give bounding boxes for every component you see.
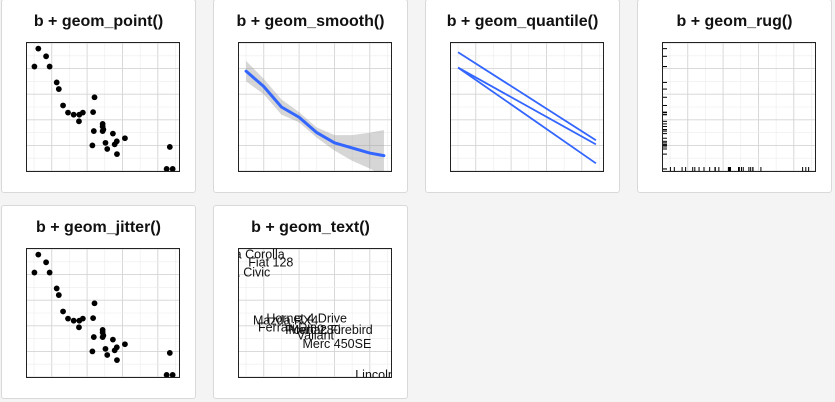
data-point: [104, 352, 111, 358]
data-point: [55, 86, 62, 92]
data-point: [104, 146, 111, 152]
gridlines: [27, 43, 179, 171]
panel-geom-quantile: b + geom_quantile(): [425, 0, 620, 193]
plot-area-smooth: [238, 42, 392, 172]
gridlines: [239, 43, 391, 171]
data-point: [35, 45, 42, 52]
plot-area-quantile: [450, 42, 604, 172]
plot-area-jitter: [26, 248, 180, 378]
plot-svg-rug: [663, 43, 815, 171]
data-point: [43, 53, 49, 60]
data-point: [60, 102, 66, 109]
data-point: [70, 111, 77, 118]
data-point: [35, 251, 42, 258]
text-label: Ferrari Dino: [258, 320, 324, 334]
chart-title-point: b + geom_point(): [33, 13, 164, 30]
data-point: [53, 79, 60, 86]
data-point: [113, 138, 120, 145]
data-point: [109, 336, 116, 343]
text-label: Fiat 128: [248, 255, 293, 269]
data-point: [102, 139, 109, 146]
smooth-line: [244, 69, 386, 158]
data-point: [102, 345, 109, 352]
data-point: [43, 259, 49, 266]
gridlines: [663, 43, 815, 171]
quantile-line-3: [457, 66, 597, 165]
data-point: [166, 350, 173, 356]
plot-area-rug: [662, 42, 816, 172]
panel-geom-point: b + geom_point(): [1, 0, 196, 193]
data-point: [90, 109, 97, 116]
plot-svg-smooth: [239, 43, 391, 171]
data-point: [163, 372, 170, 377]
panel-geom-rug: b + geom_rug(): [637, 0, 832, 193]
data-point: [99, 326, 106, 333]
data-point: [79, 315, 86, 322]
text-label: la Civic: [239, 266, 270, 280]
text-label: Hornet 4 Drive: [266, 312, 347, 326]
data-point: [31, 63, 38, 70]
data-point: [89, 142, 96, 149]
quantile-line-1: [457, 51, 597, 142]
data-point: [76, 118, 82, 125]
data-point: [114, 151, 120, 158]
data-point: [53, 285, 60, 292]
data-point: [65, 315, 71, 322]
text-label: Merc 280: [289, 323, 341, 337]
plot-svg-point: [27, 43, 179, 171]
text-label: Merc 450SE: [303, 337, 372, 351]
data-point: [90, 334, 97, 340]
data-point: [169, 372, 176, 377]
data-point: [65, 109, 71, 116]
text-label: Mazda RX4: [253, 314, 318, 328]
data-point: [60, 308, 66, 315]
data-point: [46, 63, 53, 70]
chart-title-quantile: b + geom_quantile(): [446, 13, 599, 30]
text-label: Lincoln Co: [355, 368, 391, 377]
data-point: [31, 269, 38, 276]
data-point: [113, 344, 120, 351]
data-point: [91, 300, 98, 307]
text-label: ta Corolla: [239, 249, 285, 262]
data-point: [100, 126, 107, 133]
plot-area-point: [26, 42, 180, 172]
data-point: [99, 120, 106, 127]
chart-title-smooth: b + geom_smooth(): [236, 13, 385, 30]
gridlines: [239, 249, 391, 377]
data-point: [76, 324, 82, 331]
data-point: [100, 332, 107, 339]
data-point: [55, 292, 62, 298]
data-point: [166, 144, 173, 150]
chart-title-jitter: b + geom_jitter(): [36, 219, 161, 236]
plot-svg-jitter: [27, 249, 179, 377]
data-point: [91, 94, 98, 101]
data-point: [163, 166, 170, 171]
chart-title-text: b + geom_text(): [251, 219, 370, 236]
data-point: [122, 135, 128, 142]
data-point: [89, 348, 96, 355]
data-point: [70, 317, 77, 324]
plot-svg-quantile: [451, 43, 603, 171]
data-point: [122, 341, 128, 348]
panel-geom-smooth: b + geom_smooth(): [213, 0, 408, 193]
data-point: [114, 357, 120, 364]
chart-title-rug: b + geom_rug(): [676, 13, 793, 30]
data-point: [46, 269, 53, 276]
quantile-line-2: [457, 66, 597, 146]
data-point: [90, 128, 97, 134]
data-point: [90, 315, 97, 322]
text-label: Pontiac Firebird: [285, 323, 373, 337]
gridlines: [27, 249, 179, 377]
data-point: [109, 130, 116, 137]
data-point: [79, 109, 86, 116]
text-label: Valiant: [297, 329, 335, 343]
panel-geom-jitter: b + geom_jitter(): [1, 205, 196, 399]
confidence-band: [246, 60, 384, 171]
data-point: [169, 166, 176, 171]
